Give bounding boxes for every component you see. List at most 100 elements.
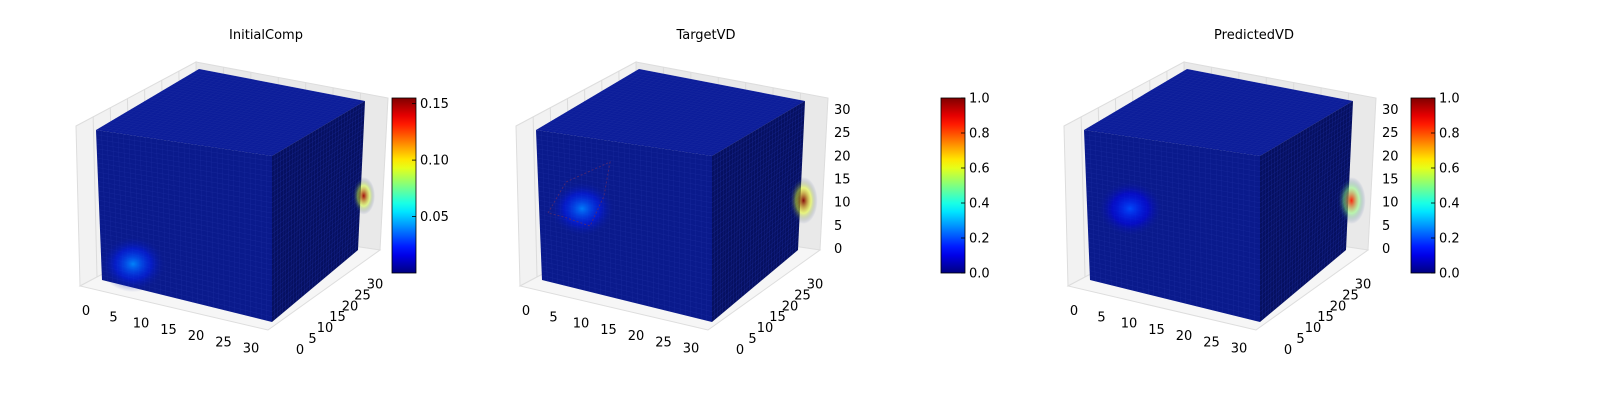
y-tick-label: 30 — [807, 277, 824, 292]
hotspot-front — [549, 180, 616, 237]
y-tick-label: 25 — [1342, 288, 1359, 303]
voxel-grid — [96, 69, 365, 321]
colorbar-tick-label: 0.2 — [969, 232, 990, 247]
voxel-grid — [1084, 69, 1353, 321]
y-tick-label: 15 — [329, 310, 346, 325]
cube-top-face — [536, 69, 805, 156]
panel-title: PredictedVD — [1214, 28, 1294, 43]
cube-front-face — [1084, 130, 1260, 322]
colorbar-tick-label: 1.0 — [969, 92, 990, 107]
colorbar-tick-label: 0.4 — [1439, 197, 1460, 212]
colorbar-tick-label: 1.0 — [1439, 92, 1460, 107]
y-tick-label: 20 — [1330, 299, 1347, 314]
colorbar-tick-label: 0.2 — [1439, 232, 1460, 247]
colorbar-tick-label: 0.10 — [420, 154, 449, 169]
colorbar-tick-label: 0.8 — [1439, 127, 1460, 142]
z-tick-label: 10 — [1382, 196, 1399, 211]
z-tick-label: 5 — [834, 219, 842, 234]
colorbar-tick-label: 0.6 — [969, 162, 990, 177]
z-tick-label: 30 — [834, 103, 851, 118]
x-tick-label: 30 — [683, 342, 700, 357]
z-tick-label: 10 — [834, 196, 851, 211]
colorbar: 0.0 0.2 0.4 0.6 0.8 1.0 — [940, 92, 990, 282]
z-ticks: 0 5 10 15 20 25 30 — [834, 103, 851, 257]
z-tick-label: 25 — [1382, 126, 1399, 141]
x-tick-label: 5 — [1097, 310, 1105, 325]
hotspot-front — [100, 235, 167, 293]
cube-front-face — [536, 130, 712, 322]
z-tick-label: 15 — [834, 173, 851, 188]
y-tick-label: 30 — [1355, 277, 1372, 292]
x-tick-label: 0 — [82, 304, 90, 319]
x-tick-label: 10 — [133, 317, 150, 332]
hotspot-right — [352, 177, 375, 215]
panel-title: TargetVD — [675, 28, 735, 43]
x-tick-label: 30 — [243, 342, 260, 357]
x-tick-label: 20 — [1176, 329, 1193, 344]
x-tick-label: 25 — [1203, 335, 1220, 350]
panel-title: InitialComp — [229, 28, 303, 43]
y-tick-label: 0 — [736, 343, 744, 358]
y-tick-label: 20 — [342, 299, 359, 314]
y-tick-label: 25 — [794, 288, 811, 303]
z-tick-label: 20 — [834, 149, 851, 164]
x-tick-label: 5 — [549, 310, 557, 325]
x-tick-label: 10 — [1121, 317, 1138, 332]
x-tick-label: 25 — [215, 335, 232, 350]
z-tick-label: 0 — [1382, 242, 1390, 257]
y-tick-label: 20 — [782, 299, 799, 314]
z-tick-label: 5 — [1382, 219, 1390, 234]
y-tick-label: 10 — [1305, 321, 1322, 336]
y-tick-label: 0 — [296, 343, 304, 358]
x-tick-label: 25 — [655, 335, 672, 350]
hotspot-right — [789, 177, 818, 224]
y-tick-label: 15 — [769, 310, 786, 325]
y-tick-label: 10 — [317, 321, 334, 336]
z-tick-label: 0 — [834, 242, 842, 257]
colorbar-tick-label: 0.0 — [969, 267, 990, 282]
hotspot-front — [1097, 180, 1164, 237]
x-tick-label: 5 — [109, 310, 117, 325]
colorbar-tick-label: 0.0 — [1439, 267, 1460, 282]
colorbar-tick-label: 0.4 — [969, 197, 990, 212]
colorbar-tick-label: 0.05 — [420, 210, 449, 225]
x-ticks: 0 5 10 15 20 25 30 — [1070, 304, 1247, 357]
colorbar: 0.0 0.2 0.4 0.6 0.8 1.0 — [1410, 92, 1460, 282]
x-ticks: 0 5 10 15 20 25 30 — [82, 304, 259, 357]
y-tick-label: 30 — [367, 277, 384, 292]
colorbar: 0.05 0.10 0.15 — [391, 97, 449, 274]
colorbar-tick-label: 0.15 — [420, 97, 449, 112]
y-tick-label: 15 — [1317, 310, 1334, 325]
y-tick-label: 10 — [757, 321, 774, 336]
x-tick-label: 15 — [1148, 323, 1165, 338]
y-tick-label: 5 — [748, 332, 756, 347]
x-tick-label: 20 — [628, 329, 645, 344]
z-tick-label: 25 — [834, 126, 851, 141]
z-ticks: 0 5 10 15 20 25 30 — [1382, 103, 1399, 257]
colorbar-gradient — [391, 97, 417, 274]
colorbar-tick-label: 0.8 — [969, 127, 990, 142]
x-tick-label: 15 — [160, 323, 177, 338]
y-tick-label: 5 — [308, 332, 316, 347]
y-tick-label: 0 — [1284, 343, 1292, 358]
z-tick-label: 20 — [1382, 149, 1399, 164]
colorbar-tick-label: 0.6 — [1439, 162, 1460, 177]
z-tick-label: 30 — [1382, 103, 1399, 118]
x-tick-label: 10 — [573, 317, 590, 332]
x-tick-label: 30 — [1231, 342, 1248, 357]
x-tick-label: 15 — [600, 323, 617, 338]
y-tick-label: 25 — [354, 288, 371, 303]
x-tick-label: 0 — [1070, 304, 1078, 319]
z-tick-label: 15 — [1382, 173, 1399, 188]
colorbar-gradient — [1410, 97, 1436, 274]
colorbar-gradient — [940, 97, 966, 274]
y-tick-label: 5 — [1296, 332, 1304, 347]
cube-top-face — [1084, 69, 1353, 156]
cube-top-face — [96, 69, 365, 156]
